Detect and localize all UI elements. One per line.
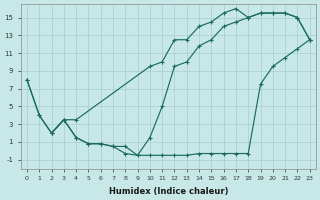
- X-axis label: Humidex (Indice chaleur): Humidex (Indice chaleur): [108, 187, 228, 196]
